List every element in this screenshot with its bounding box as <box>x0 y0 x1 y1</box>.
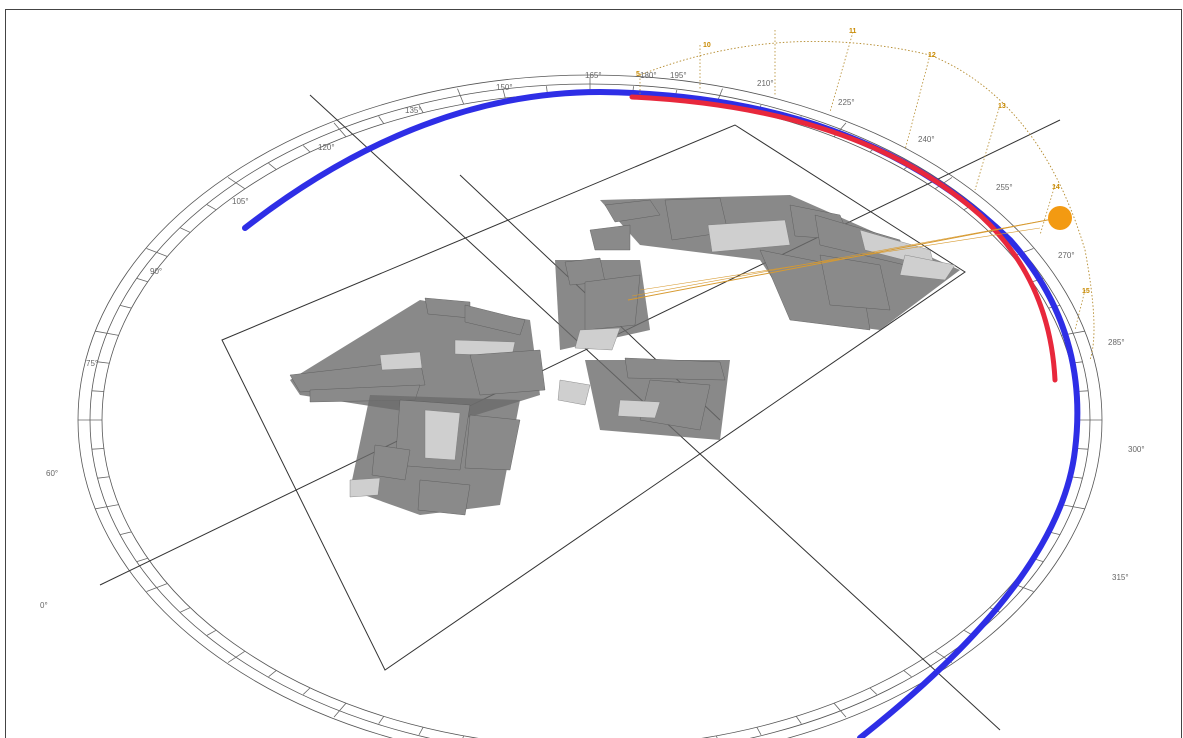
compass-tick <box>206 204 217 211</box>
compass-tick <box>378 716 385 724</box>
hour-label: 5 <box>636 71 640 78</box>
degree-label: 165° <box>585 71 602 80</box>
compass-tick <box>502 89 506 99</box>
degree-label: 285° <box>1108 338 1125 347</box>
compass-tick <box>136 557 148 562</box>
degree-label: 120° <box>318 143 335 152</box>
ground-plane <box>99 94 1061 731</box>
compass-tick <box>146 248 168 257</box>
compass-tick <box>378 116 385 124</box>
hour-label: 12 <box>928 52 936 59</box>
compass-tick <box>206 629 217 636</box>
compass-tick <box>333 122 347 138</box>
degree-label: 105° <box>232 197 249 206</box>
compass-tick <box>457 88 465 105</box>
compass-tick <box>120 531 132 535</box>
compass-tick <box>180 607 191 613</box>
degree-label: 240° <box>918 135 935 144</box>
compass-tick <box>180 227 191 233</box>
degree-label: 180° <box>640 71 657 80</box>
degree-label: 60° <box>46 469 58 478</box>
compass-tick <box>1061 504 1085 510</box>
degree-label: 270° <box>1058 251 1075 260</box>
compass-tick <box>756 727 762 736</box>
degree-label: 195° <box>670 71 687 80</box>
hour-label: 11 <box>849 28 857 35</box>
winter-solstice-arc <box>629 94 1058 383</box>
compass-tick <box>302 687 311 695</box>
compass-tick <box>136 278 148 283</box>
building-massing <box>289 195 960 516</box>
hour-label: 10 <box>703 42 711 49</box>
compass-tick <box>418 727 424 736</box>
compass-tick <box>97 476 110 479</box>
viewport-frame <box>5 9 1182 738</box>
degree-label: 225° <box>838 98 855 107</box>
compass-tick <box>268 670 277 677</box>
compass-tick <box>95 504 119 510</box>
compass-tick <box>91 390 104 392</box>
compass-tick <box>418 104 424 113</box>
compass-tick <box>333 702 347 718</box>
compass-tick <box>120 305 132 309</box>
compass-tick <box>227 650 246 663</box>
sun-rays <box>627 217 1059 301</box>
hour-label: 15 <box>1082 288 1090 295</box>
hour-label: 14 <box>1052 184 1060 191</box>
compass-tick <box>869 687 878 695</box>
compass-tick <box>268 163 277 170</box>
hour-labels: 5 10 11 12 13 14 15 <box>636 28 1090 295</box>
sun-icon[interactable] <box>1048 206 1072 230</box>
compass-tick <box>795 716 802 724</box>
compass-tick <box>903 670 912 677</box>
degree-label: 90° <box>150 267 162 276</box>
compass-tick <box>146 583 168 592</box>
degree-label: 315° <box>1112 573 1129 582</box>
degree-label: 75° <box>86 359 98 368</box>
degree-label: 210° <box>757 79 774 88</box>
compass-degree-labels: 180° 165° 150° 135° 120° 105° 90° 75° 60… <box>40 71 1145 610</box>
degree-label: 300° <box>1128 445 1145 454</box>
compass-tick <box>95 330 119 336</box>
compass-tick <box>833 702 847 718</box>
compass-tick <box>97 361 110 364</box>
sun-path-dome <box>639 30 1095 361</box>
compass-tick <box>227 177 246 190</box>
hour-label: 13 <box>998 103 1006 110</box>
degree-label: 0° <box>40 601 48 610</box>
compass-ticks <box>78 76 1102 738</box>
compass-tick <box>302 145 311 153</box>
degree-label: 255° <box>996 183 1013 192</box>
compass-tick <box>91 448 104 450</box>
degree-label: 135° <box>405 106 422 115</box>
degree-label: 150° <box>496 83 513 92</box>
